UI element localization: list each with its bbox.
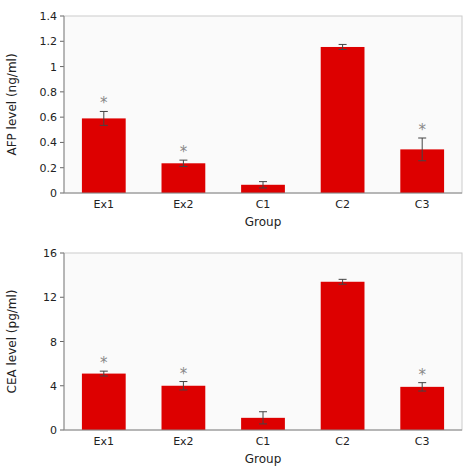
annotation: * [100,354,108,372]
figure: 0 0.2 0.4 0.6 0.8 1 1.2 1.4 Ex1 Ex2 C1 C2 C3 * * * Group… [0,0,474,474]
x-axis-label: Group [245,452,282,466]
x-tick-label: Ex1 [94,435,114,448]
x-axis [64,193,462,194]
annotation: * [418,121,426,139]
bar [82,118,126,193]
error-bar [339,44,347,49]
bar [162,386,206,430]
y-tick-label: 0.8 [40,86,58,99]
y-tick [60,253,64,254]
marks [82,279,444,430]
x-tick-label: Ex2 [173,435,193,448]
y-tick-label: 16 [43,247,57,260]
marks [82,44,444,193]
y-axis-label: CEA level (pg/ml) [5,290,19,394]
error-bar [179,382,187,390]
y-tick [60,66,64,67]
x-tick-label: Ex1 [94,198,114,211]
x-tick-label: C1 [256,198,271,211]
annotation: * [180,143,188,161]
error-bar [418,138,426,161]
error-bar [259,412,267,424]
y-tick-label: 8 [50,336,57,349]
annotation: * [418,366,426,384]
y-axis [64,253,65,430]
y-tick [60,142,64,143]
bar [162,163,206,193]
panel: 0 0.2 0.4 0.6 0.8 1 1.2 1.4 Ex1 Ex2 C1 C2 C3 * * * Group… [5,10,462,229]
x-axis-label: Group [245,215,282,229]
panel: 0 4 8 12 16 Ex1 Ex2 C1 C2 C3 * * * Group CEA level (pg… [5,247,462,466]
bar [321,282,365,430]
plot-area [64,253,462,430]
y-tick-label: 1 [50,61,57,74]
error-bar [100,111,108,125]
y-tick [60,297,64,298]
annotation: * [100,94,108,112]
y-tick [60,41,64,42]
x-tick-label: C2 [335,198,350,211]
bar [82,374,126,430]
y-tick [60,117,64,118]
plot-area [64,16,462,193]
y-tick-label: 4 [50,380,57,393]
y-tick [60,91,64,92]
x-tick-label: C1 [256,435,271,448]
annotation: * [180,365,188,383]
y-tick-label: 0 [50,187,57,200]
x-tick-label: C3 [415,198,430,211]
y-tick-label: 0.4 [40,136,58,149]
x-tick-label: C3 [415,435,430,448]
y-tick [60,193,64,194]
y-tick [60,430,64,431]
y-tick-label: 1.4 [40,10,58,23]
x-tick-label: Ex2 [173,198,193,211]
bar [321,47,365,193]
y-axis [64,16,65,193]
y-tick [60,16,64,17]
y-tick [60,341,64,342]
y-tick-label: 0 [50,424,57,437]
bar [400,387,444,430]
y-tick-label: 0.2 [40,162,58,175]
x-axis [64,430,462,431]
y-axis-label: AFP level (ng/ml) [5,53,19,155]
error-bar [418,383,426,391]
x-tick-label: C2 [335,435,350,448]
y-tick-label: 12 [43,291,57,304]
y-tick [60,385,64,386]
error-bar [339,279,347,284]
y-tick-label: 0.6 [40,111,58,124]
error-bar [259,182,267,188]
y-tick [60,167,64,168]
y-tick-label: 1.2 [40,35,58,48]
